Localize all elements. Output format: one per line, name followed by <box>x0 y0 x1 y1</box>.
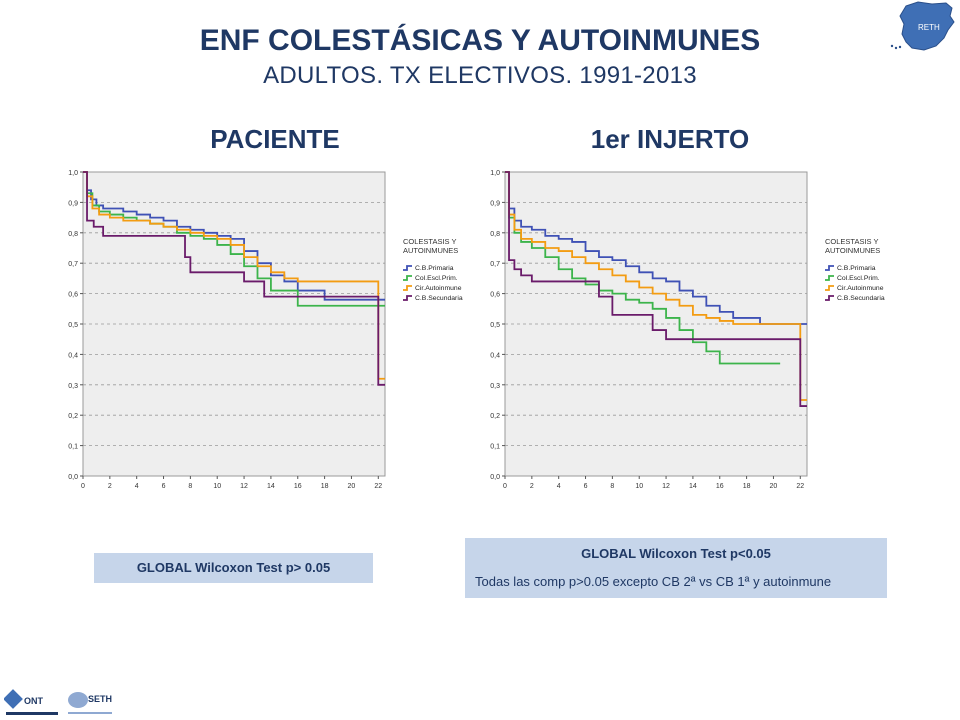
x-tick-label: 16 <box>716 483 724 490</box>
survival-chart-paciente: 0,0 0,1 0,2 0,3 0,4 0,5 0,6 0,7 0,8 0,9 1,0 0 2 4 6 8 10… <box>68 170 463 490</box>
series-line-cirautoinmune <box>83 171 385 380</box>
y-tick-label: 1,0 <box>490 170 500 177</box>
wilcoxon-text-right: GLOBAL Wilcoxon Test p<0.05 <box>581 546 771 561</box>
y-tick-label: 1,0 <box>68 170 78 177</box>
y-tick-label: 0,9 <box>68 200 78 207</box>
x-tick-label: 18 <box>321 483 329 490</box>
x-tick-label: 20 <box>348 483 356 490</box>
x-tick-label: 6 <box>584 483 588 490</box>
x-tick-label: 6 <box>162 483 166 490</box>
x-tick-label: 22 <box>796 483 804 490</box>
legend-title: COLESTASIS Y <box>825 237 879 246</box>
page-subtitle: ADULTOS. TX ELECTIVOS. 1991-2013 <box>263 62 697 89</box>
y-tick-label: 0,8 <box>68 231 78 238</box>
panel-title-injerto: 1er INJERTO <box>590 124 750 154</box>
x-tick-label: 8 <box>188 483 192 490</box>
spain-map-logo: RETH <box>890 1 955 51</box>
x-tick-label: 10 <box>635 483 643 490</box>
y-tick-label: 0,5 <box>490 322 500 329</box>
y-tick-label: 0,2 <box>490 413 500 420</box>
series-line-cbprimaria <box>505 171 807 325</box>
series-line-cbsecundaria <box>83 171 385 386</box>
x-tick-label: 4 <box>557 483 561 490</box>
y-tick-label: 0,4 <box>68 352 78 359</box>
x-tick-label: 14 <box>267 483 275 490</box>
x-tick-label: 2 <box>108 483 112 490</box>
legend-swatch <box>825 265 834 271</box>
legend-item: Cir.Autoinmune <box>837 285 884 292</box>
legend-item: C.B.Primaria <box>415 265 454 272</box>
x-tick-label: 18 <box>743 483 751 490</box>
y-tick-label: 0,6 <box>68 292 78 299</box>
x-tick-label: 4 <box>135 483 139 490</box>
ont-logo-text: ONT <box>24 696 44 706</box>
wilcoxon-text-left: GLOBAL Wilcoxon Test p> 0.05 <box>136 560 331 575</box>
legend-item: Cir.Autoinmune <box>415 285 462 292</box>
y-tick-label: 0,5 <box>68 322 78 329</box>
y-tick-label: 0,6 <box>490 292 500 299</box>
y-tick-label: 0,0 <box>68 474 78 481</box>
series-line-colesclprim <box>505 171 781 365</box>
x-tick-label: 2 <box>530 483 534 490</box>
series-line-cbprimaria <box>83 171 385 301</box>
legend-item: Col.Escl.Prim. <box>837 275 880 282</box>
series-line-cirautoinmune <box>505 171 807 401</box>
seth-logo: SETH <box>68 692 112 714</box>
x-tick-label: 10 <box>213 483 221 490</box>
y-tick-label: 0,7 <box>68 261 78 268</box>
legend-item: C.B.Secundaria <box>837 295 885 302</box>
legend-item: C.B.Secundaria <box>415 295 463 302</box>
comparison-note: Todas las comp p>0.05 excepto CB 2ª vs C… <box>475 574 832 589</box>
wilcoxon-box-left: GLOBAL Wilcoxon Test p> 0.05 <box>94 553 373 583</box>
x-tick-label: 14 <box>689 483 697 490</box>
y-tick-label: 0,4 <box>490 352 500 359</box>
y-tick-label: 0,3 <box>68 383 78 390</box>
x-tick-label: 12 <box>240 483 248 490</box>
y-tick-label: 0,1 <box>490 444 500 451</box>
legend-item: C.B.Primaria <box>837 265 876 272</box>
wilcoxon-box-right: GLOBAL Wilcoxon Test p<0.05 Todas las co… <box>465 538 887 598</box>
y-tick-label: 0,2 <box>68 413 78 420</box>
x-tick-label: 16 <box>294 483 302 490</box>
legend-swatch <box>825 295 834 301</box>
x-tick-label: 20 <box>770 483 778 490</box>
legend-swatch <box>825 285 834 291</box>
legend-swatch <box>403 275 412 281</box>
y-tick-label: 0,9 <box>490 200 500 207</box>
x-tick-label: 8 <box>610 483 614 490</box>
x-tick-label: 12 <box>662 483 670 490</box>
y-tick-label: 0,3 <box>490 383 500 390</box>
series-line-cbsecundaria <box>505 171 807 407</box>
y-tick-label: 0,7 <box>490 261 500 268</box>
y-tick-label: 0,0 <box>490 474 500 481</box>
x-tick-label: 0 <box>81 483 85 490</box>
legend-title: AUTOINMUNES <box>403 246 458 255</box>
y-tick-label: 0,1 <box>68 444 78 451</box>
legend-swatch <box>403 265 412 271</box>
legend-title: COLESTASIS Y <box>403 237 457 246</box>
panel-title-paciente: PACIENTE <box>210 124 340 154</box>
legend-swatch <box>403 285 412 291</box>
seth-logo-text: SETH <box>88 694 112 704</box>
legend-swatch <box>403 295 412 301</box>
y-tick-label: 0,8 <box>490 231 500 238</box>
map-logo-text: RETH <box>918 23 940 32</box>
survival-chart-injerto: 0,0 0,1 0,2 0,3 0,4 0,5 0,6 0,7 0,8 0,9 1,0 0 2 4 6 8 10… <box>490 170 885 490</box>
legend-swatch <box>825 275 834 281</box>
x-tick-label: 0 <box>503 483 507 490</box>
legend-item: Col.Escl.Prim. <box>415 275 458 282</box>
page-title: ENF COLESTÁSICAS Y AUTOINMUNES <box>199 24 761 57</box>
ont-logo: ONT <box>4 689 58 715</box>
legend-title: AUTOINMUNES <box>825 246 880 255</box>
x-tick-label: 22 <box>374 483 382 490</box>
